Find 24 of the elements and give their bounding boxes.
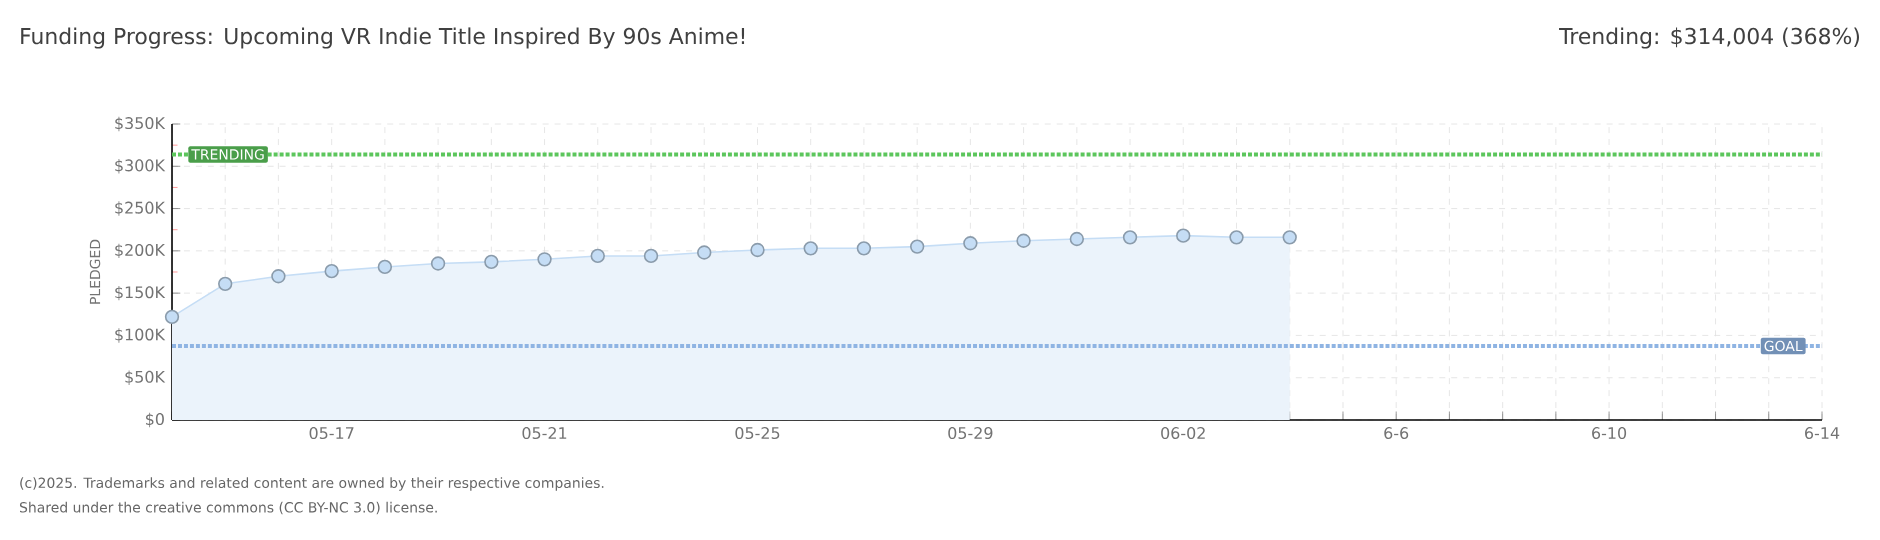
point [1229, 230, 1244, 245]
point [218, 276, 233, 292]
point [697, 245, 712, 260]
point [430, 256, 446, 271]
point [856, 241, 872, 256]
chart-subtitle: Trending: $314,004 (368%) [1559, 27, 1860, 49]
point [590, 248, 605, 264]
point [537, 252, 552, 267]
point [1016, 233, 1031, 248]
point [750, 242, 765, 258]
point [377, 259, 393, 275]
point [324, 263, 339, 279]
point [803, 241, 818, 256]
point [910, 239, 925, 254]
point [963, 236, 978, 251]
point [1176, 228, 1191, 243]
chart-title: Funding Progress: Upcoming VR Indie Title Inspired By 90s Anime! [21, 27, 745, 49]
point [1069, 231, 1085, 247]
point [484, 254, 499, 270]
point [164, 309, 180, 324]
point [271, 269, 286, 284]
point [1282, 230, 1297, 245]
point [1122, 230, 1138, 245]
point [643, 248, 659, 264]
